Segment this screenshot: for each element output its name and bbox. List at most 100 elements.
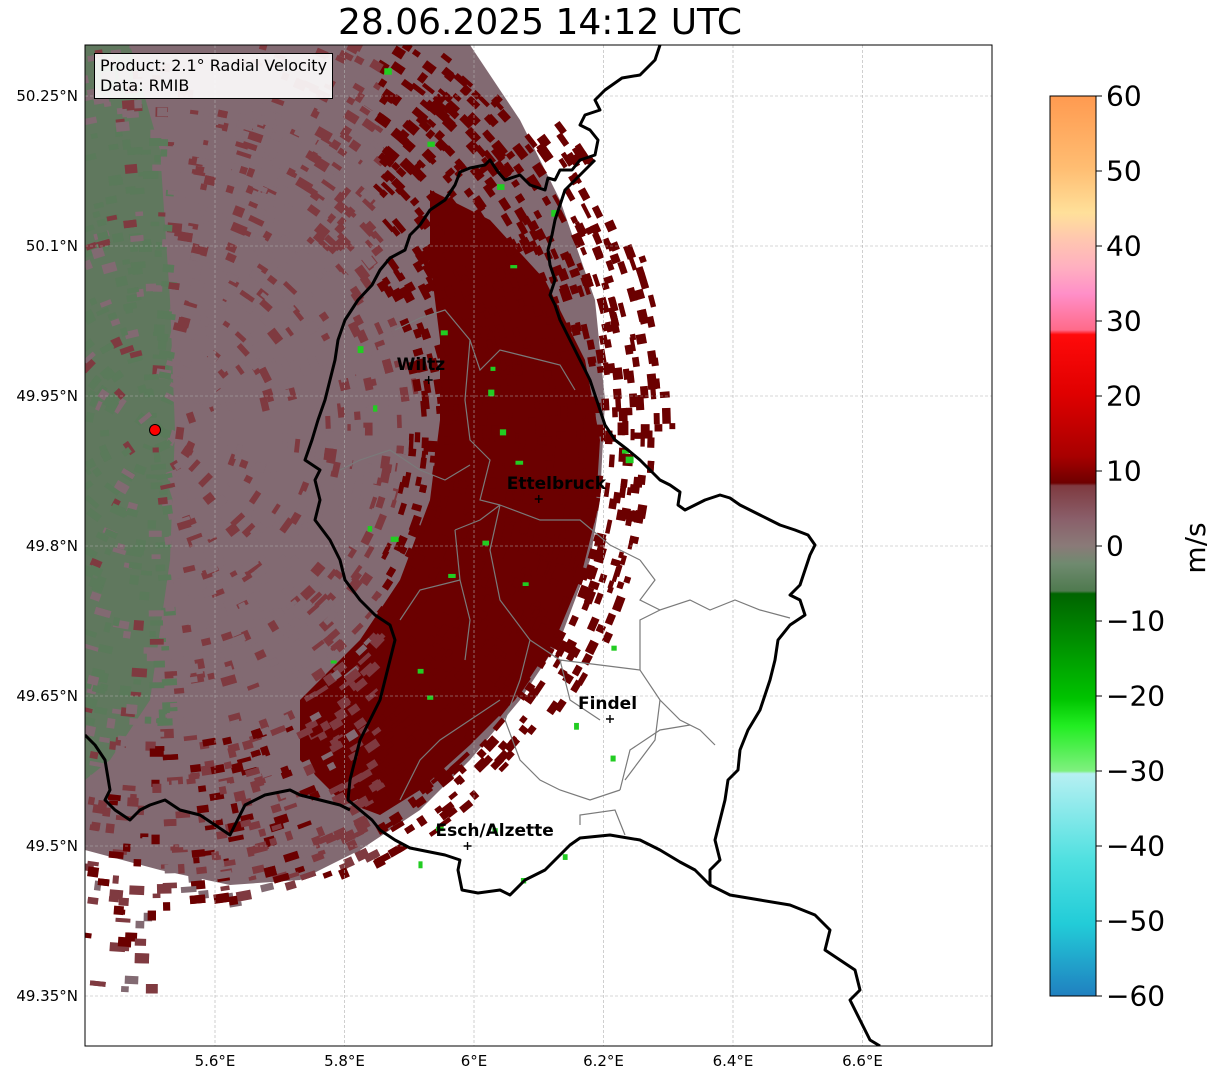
echo-pixel: [226, 697, 238, 708]
echo-pixel: [475, 346, 488, 361]
echo-pixel: [577, 584, 590, 600]
echo-pixel: [312, 232, 325, 245]
echo-pixel: [215, 750, 225, 761]
echo-pixel: [134, 99, 143, 109]
echo-pixel: [439, 494, 449, 510]
echo-pixel: [328, 782, 345, 795]
echo-pixel: [270, 724, 287, 737]
echo-pixel: [281, 240, 292, 250]
echo-pixel: [259, 745, 271, 758]
echo-pixel: [227, 746, 237, 759]
echo-pixel: [574, 142, 588, 159]
echo-pixel: [244, 109, 262, 122]
echo-pixel: [517, 298, 525, 307]
echo-pixel: [400, 78, 416, 92]
echo-pixel: [114, 275, 129, 288]
echo-pixel: [482, 149, 496, 165]
echo-pixel: [385, 566, 397, 578]
echo-pixel: [130, 234, 144, 243]
echo-pixel: [326, 165, 342, 178]
echo-pixel: [154, 250, 162, 257]
echo-pixel: [113, 388, 126, 400]
map-area[interactable]: Wiltz Ettelbruck Findel Esch/Alzette: [78, 39, 992, 1046]
echo-pixel: [396, 460, 408, 477]
echo-pixel: [260, 100, 273, 113]
echo-pixel: [338, 371, 347, 383]
echo-pixel: [97, 878, 110, 887]
city-esch-alzette[interactable]: Esch/Alzette: [436, 821, 554, 850]
echo-pixel: [539, 649, 551, 664]
echo-pixel: [596, 296, 610, 315]
echo-pixel: [189, 252, 201, 262]
echo-pixel: [621, 449, 629, 454]
echo-pixel: [183, 300, 198, 309]
echo-pixel: [353, 55, 365, 66]
echo-pixel: [214, 103, 227, 111]
echo-pixel: [204, 624, 222, 636]
echo-pixel: [271, 607, 286, 621]
city-wiltz[interactable]: Wiltz: [397, 355, 446, 384]
echo-pixel: [427, 357, 440, 373]
echo-pixel: [328, 545, 342, 561]
echo-pixel: [398, 135, 410, 146]
echo-pixel: [269, 837, 278, 846]
echo-pixel: [297, 526, 310, 541]
echo-pixel: [116, 542, 126, 550]
echo-pixel: [511, 179, 520, 188]
echo-pixel: [151, 554, 161, 560]
echo-pixel: [260, 765, 274, 778]
city-ettelbruck[interactable]: Ettelbruck: [507, 474, 607, 503]
city-findel[interactable]: Findel: [578, 694, 637, 723]
echo-pixel: [376, 714, 386, 724]
longitude-tick-label: 5.6°E: [194, 1052, 236, 1070]
echo-pixel: [310, 561, 326, 577]
echo-pixel: [157, 497, 168, 505]
echo-pixel: [548, 375, 556, 390]
echo-pixel: [426, 118, 437, 129]
echo-pixel: [150, 463, 167, 471]
echo-pixel: [405, 767, 422, 784]
echo-pixel: [324, 832, 342, 845]
echo-pixel: [330, 660, 337, 664]
echo-pixel: [426, 190, 440, 205]
echo-pixel: [222, 597, 237, 612]
echo-pixel: [236, 343, 250, 357]
echo-pixel: [208, 287, 226, 303]
radar-site-marker[interactable]: [149, 424, 161, 436]
echo-pixel: [485, 577, 496, 589]
echo-pixel: [415, 670, 430, 685]
echo-pixel: [553, 481, 563, 492]
echo-pixel: [241, 522, 257, 538]
echo-pixel: [400, 546, 408, 555]
echo-pixel: [127, 146, 143, 156]
echo-pixel: [487, 399, 497, 415]
echo-pixel: [280, 769, 293, 779]
echo-pixel: [649, 378, 661, 390]
echo-pixel: [383, 770, 400, 786]
echo-pixel: [151, 731, 165, 737]
echo-pixel: [256, 156, 273, 169]
echo-pixel: [285, 446, 292, 460]
echo-pixel: [328, 605, 340, 617]
echo-pixel: [337, 147, 348, 157]
echo-pixel: [412, 361, 423, 373]
echo-pixel: [156, 883, 172, 894]
echo-pixel: [654, 424, 663, 432]
echo-pixel: [229, 633, 247, 646]
echo-pixel: [550, 248, 560, 260]
echo-pixel: [458, 401, 467, 413]
echo-pixel: [388, 794, 396, 802]
echo-pixel: [170, 255, 178, 264]
echo-pixel: [429, 455, 438, 464]
echo-pixel: [198, 472, 213, 488]
echo-pixel: [461, 275, 474, 292]
echo-pixel: [157, 107, 168, 117]
echo-pixel: [352, 314, 364, 327]
echo-pixel: [396, 768, 413, 784]
echo-pixel: [422, 264, 433, 278]
echo-pixel: [436, 533, 449, 546]
echo-pixel: [532, 304, 544, 317]
echo-pixel: [130, 545, 145, 556]
echo-pixel: [427, 695, 434, 700]
echo-pixel: [581, 467, 592, 483]
